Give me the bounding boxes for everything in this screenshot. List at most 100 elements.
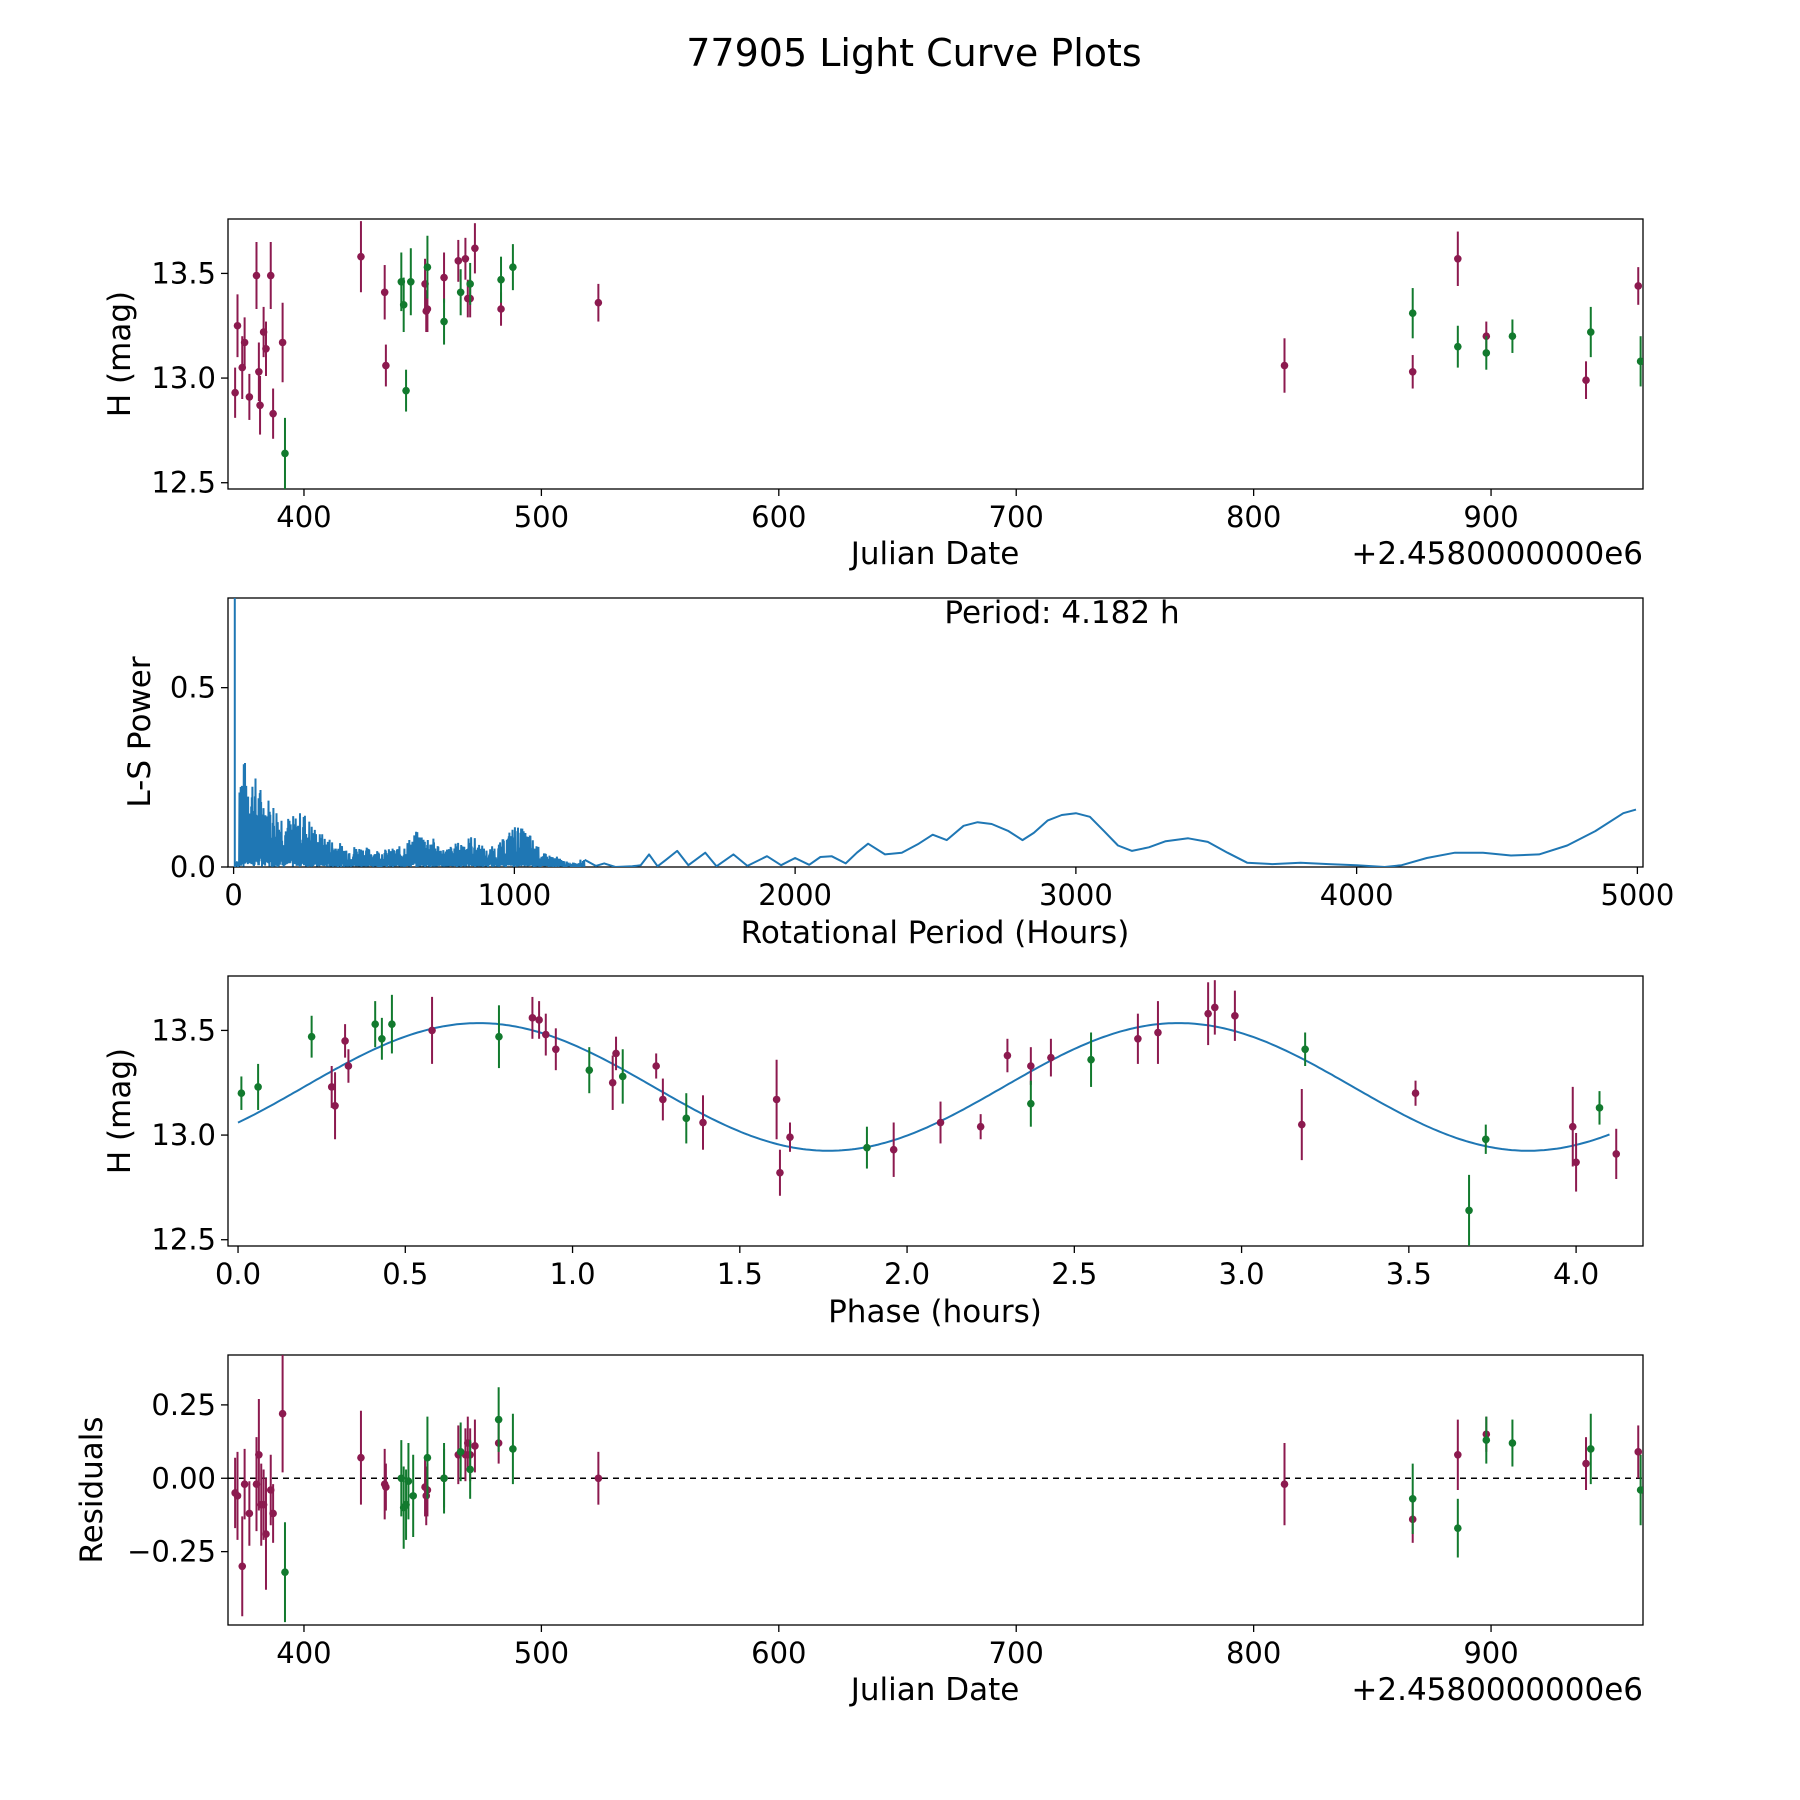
data-point xyxy=(378,1034,386,1043)
data-point xyxy=(466,280,474,288)
data-point xyxy=(240,1480,249,1488)
light-curve-ticks: 400 500 600 700 800 900 12.5 13.0 13.5 xyxy=(151,256,1518,534)
data-point xyxy=(1134,1034,1142,1043)
x-tick-label: 3.5 xyxy=(1386,1257,1432,1291)
data-point xyxy=(238,1562,247,1571)
phased-panel: Phase (hours) H (mag) 0.0 0.5 1.0 1.5 2.0 2.5… xyxy=(102,975,1644,1330)
x-tick-label: 0.0 xyxy=(215,1257,261,1291)
x-tick-label: 1.0 xyxy=(549,1257,595,1291)
data-point xyxy=(254,1083,262,1091)
data-point xyxy=(535,1016,543,1024)
data-point xyxy=(612,1049,620,1058)
x-tick-label: 800 xyxy=(1226,500,1281,534)
x-tick-label: 4000 xyxy=(1320,878,1394,912)
data-point xyxy=(652,1062,660,1070)
data-point xyxy=(1087,1055,1095,1064)
data-point xyxy=(1595,1104,1604,1112)
light-curve-ylabel: H (mag) xyxy=(102,291,138,417)
data-point xyxy=(494,1415,503,1424)
data-point xyxy=(255,367,263,376)
data-point xyxy=(497,305,505,313)
data-point xyxy=(1154,1028,1162,1037)
data-point xyxy=(1408,367,1417,376)
data-point xyxy=(278,338,287,347)
data-point xyxy=(454,257,463,265)
data-point xyxy=(1297,1120,1306,1129)
data-point xyxy=(341,1037,349,1045)
x-tick-label: 2.5 xyxy=(1051,1257,1097,1291)
data-point xyxy=(659,1095,667,1104)
x-tick-label: 600 xyxy=(751,500,806,534)
data-point xyxy=(409,1492,417,1500)
data-point xyxy=(456,288,465,297)
phased-points xyxy=(237,980,1621,1246)
model-fit-curve xyxy=(237,1022,1610,1152)
data-point xyxy=(594,298,603,307)
data-point xyxy=(245,1509,254,1518)
residuals-axes xyxy=(227,1354,1644,1626)
light-curve-offset-text: +2.4580000000e6 xyxy=(1351,536,1643,572)
x-tick-label: 2.0 xyxy=(884,1257,930,1291)
periodogram-ylabel: L-S Power xyxy=(122,656,158,807)
y-tick-label: 13.0 xyxy=(151,1118,216,1152)
periodogram-axes xyxy=(227,597,1644,868)
data-point xyxy=(1027,1099,1035,1108)
data-point xyxy=(863,1143,871,1152)
x-tick-label: 1000 xyxy=(477,878,551,912)
data-point xyxy=(404,1477,413,1485)
x-tick-label: 900 xyxy=(1463,1636,1518,1670)
data-point xyxy=(440,317,448,326)
x-tick-label: 0 xyxy=(224,878,242,912)
data-point xyxy=(1586,1445,1595,1453)
data-point xyxy=(1572,1158,1580,1167)
data-point xyxy=(466,1465,474,1474)
data-point xyxy=(471,244,479,253)
data-point xyxy=(786,1133,794,1141)
phased-axes xyxy=(227,975,1644,1247)
data-point xyxy=(1482,1436,1491,1444)
data-point xyxy=(262,1530,270,1538)
data-point xyxy=(1586,328,1595,336)
data-point xyxy=(594,1474,603,1483)
residuals-panel: Julian Date Residuals +2.4580000000e6 40… xyxy=(74,1354,1644,1708)
data-point xyxy=(407,277,415,286)
data-point xyxy=(255,1450,263,1459)
y-tick-label: 13.5 xyxy=(151,1013,216,1047)
residuals-offset-text: +2.4580000000e6 xyxy=(1351,1672,1643,1708)
data-point xyxy=(528,1014,537,1022)
y-tick-label: 0.25 xyxy=(151,1388,216,1422)
x-tick-label: 3.0 xyxy=(1219,1257,1265,1291)
data-point xyxy=(269,409,277,418)
data-point xyxy=(233,1492,242,1500)
data-point xyxy=(699,1118,707,1127)
data-point xyxy=(976,1122,985,1131)
data-point xyxy=(423,305,432,313)
data-point xyxy=(1465,1206,1473,1215)
data-point xyxy=(388,1020,396,1028)
data-point xyxy=(382,1483,390,1491)
data-point xyxy=(1204,1009,1212,1018)
periodogram-panel: Rotational Period (Hours) L-S Power Peri… xyxy=(122,595,1674,951)
x-tick-label: 900 xyxy=(1463,500,1518,534)
data-point xyxy=(552,1045,560,1054)
y-tick-label: 13.5 xyxy=(151,256,216,290)
data-point xyxy=(1582,1459,1590,1468)
x-tick-label: 4.0 xyxy=(1553,1257,1599,1291)
light-curve-xlabel: Julian Date xyxy=(849,536,1020,572)
data-point xyxy=(936,1118,945,1127)
data-point xyxy=(1003,1051,1012,1060)
data-point xyxy=(1411,1089,1420,1098)
data-point xyxy=(357,1453,365,1462)
periodogram-noise-region xyxy=(234,762,586,867)
data-point xyxy=(1482,349,1491,357)
data-point xyxy=(509,263,517,271)
periodogram-ticks: 0 1000 2000 3000 4000 5000 0.0 0.5 xyxy=(170,671,1674,912)
y-tick-label: 13.0 xyxy=(151,361,216,395)
data-point xyxy=(1211,1003,1219,1012)
data-point xyxy=(440,273,448,282)
data-point xyxy=(281,1568,289,1576)
data-point xyxy=(423,263,432,271)
periodogram-xlabel: Rotational Period (Hours) xyxy=(741,915,1130,951)
data-point xyxy=(1301,1045,1309,1054)
